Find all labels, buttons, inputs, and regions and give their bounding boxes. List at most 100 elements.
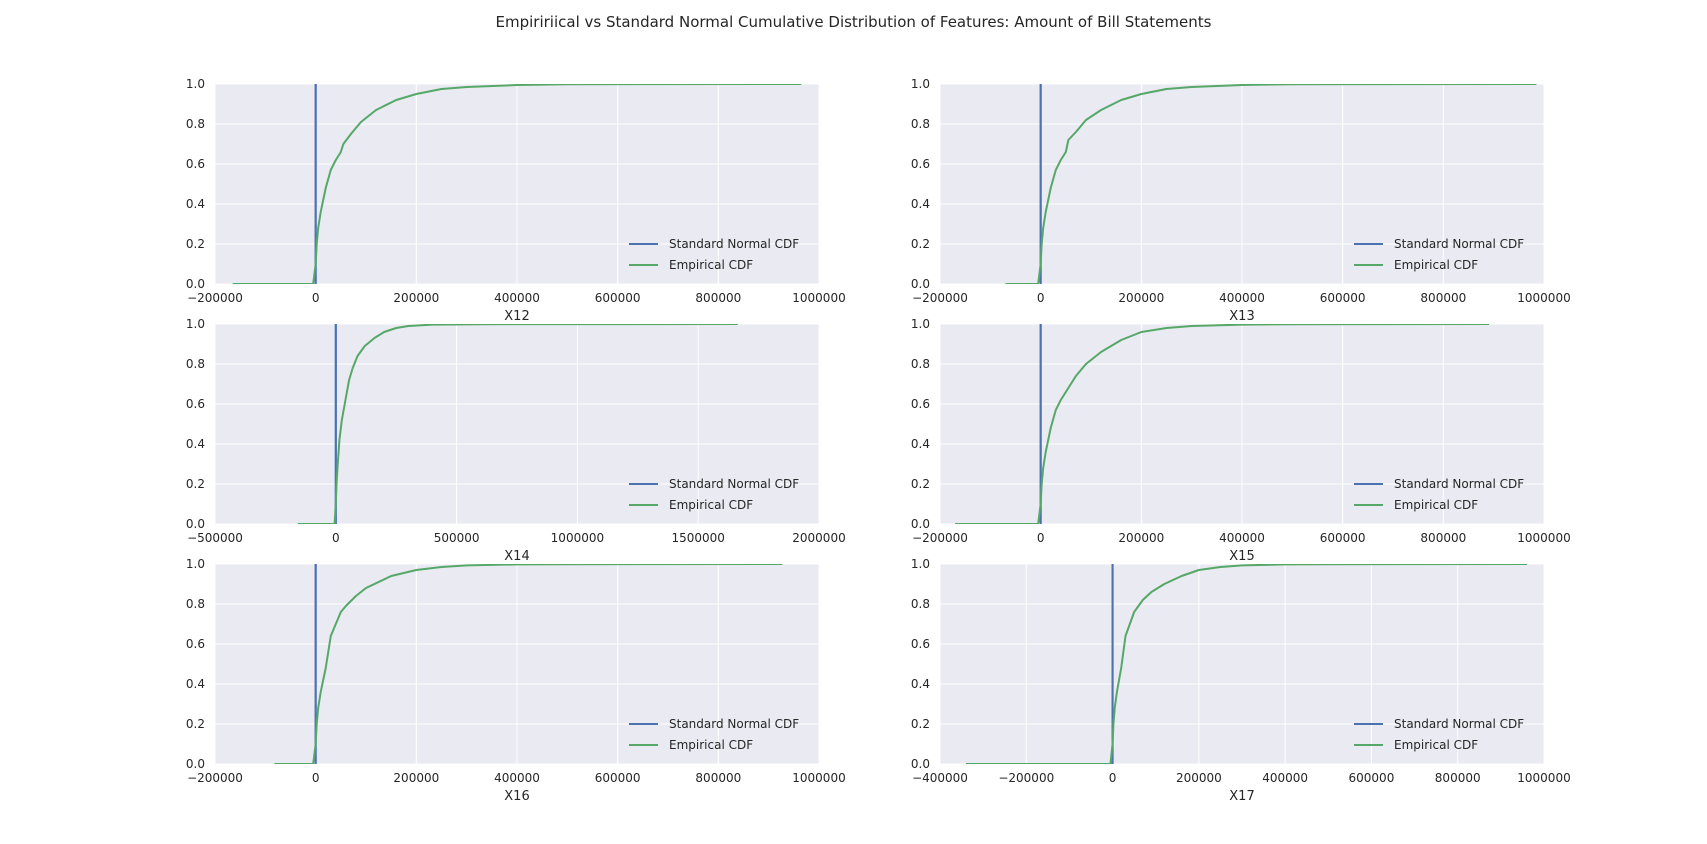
legend-empirical-label: Empirical CDF — [1394, 498, 1478, 512]
x-tick-label: 400000 — [494, 771, 540, 785]
y-tick-label: 0.6 — [911, 397, 930, 411]
x-tick-label: 600000 — [1320, 531, 1366, 545]
y-tick-label: 0.0 — [911, 517, 930, 531]
y-tick-label: 0.8 — [186, 357, 205, 371]
y-tick-label: 0.4 — [911, 677, 930, 691]
y-tick-label: 1.0 — [911, 77, 930, 91]
subplot-x15: −200000 0 200000 400000 600000 800000 1000000 0… — [911, 317, 1571, 564]
legend-standard-normal-label: Standard Normal CDF — [1394, 717, 1524, 731]
legend: Standard Normal CDF Empirical CDF — [629, 717, 799, 752]
x-tick-label: 1000000 — [1517, 771, 1570, 785]
legend: Standard Normal CDF Empirical CDF — [629, 477, 799, 512]
legend: Standard Normal CDF Empirical CDF — [1354, 717, 1524, 752]
y-tick-label: 0.2 — [911, 717, 930, 731]
x-tick-label: 200000 — [393, 291, 439, 305]
legend: Standard Normal CDF Empirical CDF — [629, 237, 799, 272]
subplot-x17: −400000 −200000 0 200000 400000 600000 800000 1… — [911, 557, 1571, 804]
y-tick-label: 1.0 — [186, 77, 205, 91]
legend-standard-normal-label: Standard Normal CDF — [1394, 237, 1524, 251]
x-tick-label: −400000 — [912, 771, 968, 785]
y-tick-label: 0.8 — [186, 117, 205, 131]
x-tick-label: 600000 — [595, 291, 641, 305]
x-tick-label: 1000000 — [1517, 291, 1570, 305]
x-tick-label: −500000 — [187, 531, 243, 545]
y-tick-label: 0.4 — [186, 677, 205, 691]
x-axis-label: X16 — [504, 789, 529, 804]
legend: Standard Normal CDF Empirical CDF — [1354, 477, 1524, 512]
axes-background — [940, 564, 1544, 764]
empirical-cdf-line — [1005, 84, 1537, 284]
legend-standard-normal-label: Standard Normal CDF — [1394, 477, 1524, 491]
x-tick-label: 800000 — [1420, 531, 1466, 545]
x-axis-label: X14 — [504, 549, 529, 564]
x-tick-label: −200000 — [187, 771, 243, 785]
y-tick-label: 0.8 — [186, 597, 205, 611]
legend-standard-normal-label: Standard Normal CDF — [669, 237, 799, 251]
x-tick-label: 1000000 — [792, 291, 845, 305]
y-tick-label: 0.0 — [186, 517, 205, 531]
x-tick-label: 600000 — [1349, 771, 1395, 785]
y-tick-label: 0.0 — [186, 757, 205, 771]
x-tick-label: 600000 — [595, 771, 641, 785]
y-tick-label: 0.4 — [186, 437, 205, 451]
x-tick-label: 200000 — [1118, 291, 1164, 305]
x-tick-label: 800000 — [695, 291, 741, 305]
x-tick-label: 0 — [312, 291, 320, 305]
y-tick-label: 1.0 — [186, 557, 205, 571]
y-tick-label: 0.0 — [186, 277, 205, 291]
y-tick-label: 0.2 — [911, 237, 930, 251]
x-tick-label: 1500000 — [671, 531, 724, 545]
y-tick-label: 1.0 — [911, 317, 930, 331]
x-axis-label: X12 — [504, 309, 529, 324]
legend-empirical-label: Empirical CDF — [669, 498, 753, 512]
x-tick-label: −200000 — [998, 771, 1054, 785]
x-tick-label: 1000000 — [1517, 531, 1570, 545]
x-tick-label: 1000000 — [792, 771, 845, 785]
subplot-x13: −200000 0 200000 400000 600000 800000 1000000 0… — [911, 77, 1571, 324]
legend-standard-normal-label: Standard Normal CDF — [669, 477, 799, 491]
y-tick-label: 1.0 — [186, 317, 205, 331]
y-tick-label: 0.8 — [911, 357, 930, 371]
y-tick-label: 0.2 — [186, 717, 205, 731]
empirical-cdf-line — [297, 324, 738, 524]
y-tick-label: 0.4 — [911, 437, 930, 451]
x-tick-label: −200000 — [912, 531, 968, 545]
empirical-cdf-line — [274, 564, 783, 764]
x-axis-label: X13 — [1229, 309, 1254, 324]
y-tick-label: 0.6 — [911, 637, 930, 651]
subplot-x14: −500000 0 500000 1000000 1500000 2000000 0.0 0.… — [186, 317, 846, 564]
y-tick-label: 0.2 — [186, 237, 205, 251]
y-tick-label: 0.6 — [911, 157, 930, 171]
empirical-cdf-line — [965, 564, 1528, 764]
subplot-x12: −200000 0 200000 400000 600000 800000 1000000 0… — [186, 77, 846, 324]
x-tick-label: 200000 — [393, 771, 439, 785]
y-tick-label: 0.0 — [911, 757, 930, 771]
x-tick-label: 400000 — [494, 291, 540, 305]
x-axis-label: X17 — [1229, 789, 1254, 804]
figure-title: Empiririical vs Standard Normal Cumulati… — [495, 13, 1212, 31]
x-tick-label: 200000 — [1118, 531, 1164, 545]
empirical-cdf-line — [955, 324, 1490, 524]
y-tick-label: 0.0 — [911, 277, 930, 291]
y-tick-label: 0.6 — [186, 397, 205, 411]
y-tick-label: 0.2 — [911, 477, 930, 491]
y-tick-label: 1.0 — [911, 557, 930, 571]
x-tick-label: 600000 — [1320, 291, 1366, 305]
x-tick-label: 400000 — [1219, 531, 1265, 545]
x-tick-label: 0 — [1037, 291, 1045, 305]
x-tick-label: 800000 — [695, 771, 741, 785]
x-tick-label: −200000 — [187, 291, 243, 305]
y-tick-label: 0.6 — [186, 157, 205, 171]
y-tick-label: 0.8 — [911, 597, 930, 611]
subplot-x16: −200000 0 200000 400000 600000 800000 1000000 0… — [186, 557, 846, 804]
y-tick-label: 0.4 — [186, 197, 205, 211]
axes-background — [215, 324, 819, 524]
y-tick-label: 0.4 — [911, 197, 930, 211]
legend-empirical-label: Empirical CDF — [669, 258, 753, 272]
x-tick-label: 800000 — [1420, 291, 1466, 305]
x-tick-label: 0 — [1109, 771, 1117, 785]
x-tick-label: 0 — [332, 531, 340, 545]
legend-empirical-label: Empirical CDF — [1394, 738, 1478, 752]
y-tick-label: 0.6 — [186, 637, 205, 651]
y-tick-label: 0.2 — [186, 477, 205, 491]
